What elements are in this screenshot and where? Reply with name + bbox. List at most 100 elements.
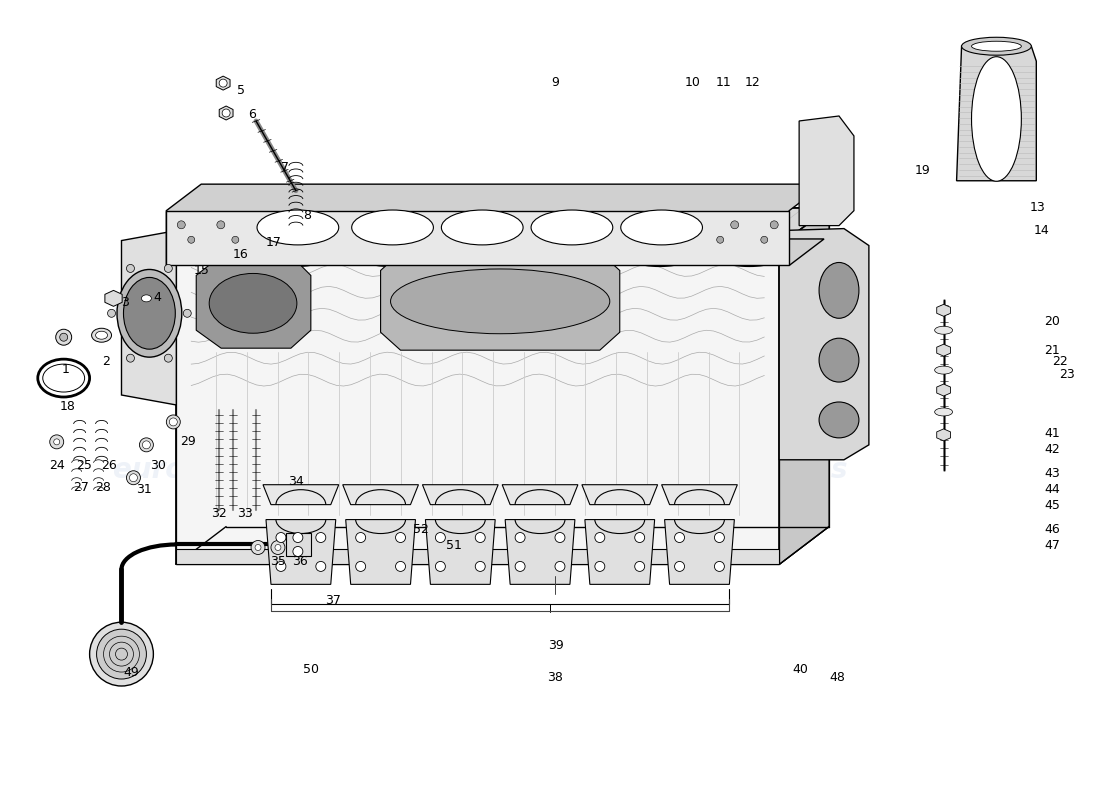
Circle shape (635, 533, 645, 542)
Ellipse shape (935, 408, 953, 416)
Text: 14: 14 (1033, 225, 1049, 238)
Text: eurospares: eurospares (113, 456, 289, 484)
Polygon shape (585, 519, 654, 584)
Circle shape (293, 533, 303, 542)
Text: 47: 47 (1044, 538, 1060, 551)
Circle shape (89, 622, 153, 686)
Circle shape (730, 221, 739, 229)
Text: 13: 13 (1030, 201, 1046, 214)
Circle shape (142, 441, 151, 449)
Text: 27: 27 (73, 481, 89, 494)
Ellipse shape (441, 210, 524, 245)
Text: 45: 45 (1044, 498, 1060, 512)
Text: 4: 4 (154, 291, 162, 305)
Polygon shape (937, 344, 950, 356)
Text: 32: 32 (211, 506, 227, 520)
Circle shape (556, 562, 565, 571)
Polygon shape (266, 519, 336, 584)
Circle shape (674, 562, 684, 571)
Text: 10: 10 (684, 76, 701, 90)
Polygon shape (661, 485, 737, 505)
Circle shape (714, 533, 725, 542)
Circle shape (222, 109, 230, 117)
Circle shape (515, 533, 525, 542)
Text: 2: 2 (102, 355, 110, 368)
Text: 6: 6 (248, 108, 256, 121)
Text: 40: 40 (792, 663, 807, 676)
Ellipse shape (620, 237, 698, 266)
Circle shape (164, 265, 173, 273)
Text: 9: 9 (551, 76, 560, 90)
Circle shape (126, 470, 141, 485)
Ellipse shape (360, 238, 428, 262)
Text: 30: 30 (150, 459, 165, 472)
Circle shape (255, 545, 261, 550)
Circle shape (188, 236, 195, 243)
Polygon shape (176, 208, 829, 246)
Text: 7: 7 (280, 161, 288, 174)
Ellipse shape (820, 338, 859, 382)
Polygon shape (779, 208, 829, 565)
Circle shape (355, 533, 365, 542)
Text: eurospares: eurospares (671, 456, 847, 484)
Text: 5: 5 (236, 84, 245, 97)
Circle shape (56, 330, 72, 345)
Circle shape (126, 265, 134, 273)
Circle shape (276, 562, 286, 571)
Polygon shape (121, 230, 176, 405)
Text: 8: 8 (302, 209, 310, 222)
Ellipse shape (136, 291, 156, 306)
Polygon shape (422, 485, 498, 505)
Polygon shape (286, 533, 311, 557)
Polygon shape (343, 485, 418, 505)
Text: 24: 24 (48, 459, 65, 472)
Circle shape (761, 236, 768, 243)
Ellipse shape (142, 295, 152, 302)
Polygon shape (227, 208, 829, 526)
Polygon shape (381, 253, 619, 350)
Text: 22: 22 (1052, 355, 1068, 368)
Polygon shape (957, 46, 1036, 181)
Ellipse shape (531, 237, 608, 266)
Text: 39: 39 (548, 639, 563, 652)
Circle shape (164, 354, 173, 362)
Polygon shape (503, 485, 578, 505)
Circle shape (635, 562, 645, 571)
Ellipse shape (971, 57, 1022, 182)
Text: 26: 26 (101, 459, 118, 472)
Ellipse shape (539, 238, 607, 262)
Text: 42: 42 (1044, 443, 1060, 456)
Text: 33: 33 (238, 506, 253, 520)
Circle shape (59, 334, 68, 342)
Text: 31: 31 (136, 482, 152, 496)
Circle shape (50, 435, 64, 449)
Ellipse shape (209, 274, 297, 334)
Text: 20: 20 (1044, 315, 1060, 328)
Polygon shape (937, 304, 950, 316)
Text: 50: 50 (302, 663, 319, 676)
Circle shape (251, 541, 265, 554)
Circle shape (140, 438, 153, 452)
Text: 25: 25 (76, 459, 92, 472)
Text: 46: 46 (1044, 522, 1060, 536)
Polygon shape (104, 290, 122, 306)
Polygon shape (426, 519, 495, 584)
Text: 52: 52 (412, 522, 429, 536)
Circle shape (316, 562, 326, 571)
Ellipse shape (820, 402, 859, 438)
Ellipse shape (265, 238, 333, 262)
Circle shape (130, 474, 138, 482)
Polygon shape (166, 184, 824, 266)
Text: 37: 37 (324, 594, 341, 607)
Text: 3: 3 (121, 296, 129, 310)
Text: 12: 12 (745, 76, 761, 90)
Text: 35: 35 (271, 554, 286, 567)
Circle shape (436, 533, 446, 542)
Polygon shape (217, 76, 230, 90)
Ellipse shape (257, 210, 339, 245)
Text: 21: 21 (1044, 344, 1060, 357)
Circle shape (54, 439, 59, 445)
Circle shape (396, 533, 406, 542)
Circle shape (714, 562, 725, 571)
Text: 15: 15 (194, 264, 209, 278)
